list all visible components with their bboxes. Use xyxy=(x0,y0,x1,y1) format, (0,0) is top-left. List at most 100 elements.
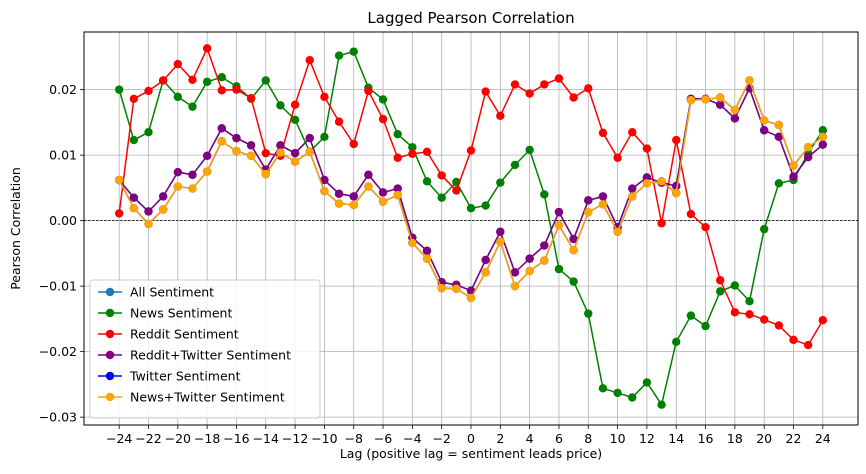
data-point xyxy=(334,117,344,126)
data-point xyxy=(525,254,534,263)
data-point xyxy=(701,321,710,331)
data-point xyxy=(261,169,270,179)
data-point xyxy=(422,177,432,186)
data-point xyxy=(290,157,300,166)
data-point xyxy=(188,75,197,85)
data-point xyxy=(569,277,578,286)
data-point xyxy=(716,276,725,285)
data-point xyxy=(672,337,681,347)
data-point xyxy=(569,93,578,102)
data-point xyxy=(716,100,725,109)
data-point xyxy=(774,321,784,330)
legend-marker xyxy=(105,371,115,381)
data-point xyxy=(305,133,314,143)
legend-label: All Sentiment xyxy=(130,285,214,300)
data-point xyxy=(393,184,402,193)
data-point xyxy=(818,126,828,135)
data-point xyxy=(437,171,446,180)
data-point xyxy=(657,177,666,186)
data-point xyxy=(759,126,769,135)
data-point xyxy=(672,188,681,198)
data-point xyxy=(158,192,168,201)
data-point xyxy=(759,315,769,324)
x-tick-label: −10 xyxy=(311,431,337,446)
data-point xyxy=(114,175,124,185)
x-tick-label: 2 xyxy=(496,431,504,446)
data-point xyxy=(276,101,285,110)
data-point xyxy=(246,93,256,103)
x-tick-label: −16 xyxy=(223,431,249,446)
x-tick-label: −22 xyxy=(135,431,161,446)
data-point xyxy=(173,92,183,102)
data-point xyxy=(481,268,490,277)
legend-label: News Sentiment xyxy=(130,306,232,321)
data-point xyxy=(452,186,461,195)
data-point xyxy=(686,311,696,320)
series-5 xyxy=(114,76,828,303)
data-point xyxy=(232,147,241,156)
data-point xyxy=(173,59,183,69)
x-tick-label: −8 xyxy=(345,431,363,446)
data-point xyxy=(584,309,593,318)
x-tick-label: 18 xyxy=(727,431,743,446)
data-point xyxy=(466,203,476,213)
data-point xyxy=(569,234,578,244)
data-point xyxy=(481,87,490,96)
tick-layer: −24 −22 −20 −18 −16 −14 −12 −10 −8 −6 −4 −2 0 2 4 6 8 10 1… xyxy=(39,82,831,446)
data-point xyxy=(540,241,549,250)
data-point xyxy=(525,145,534,155)
data-point xyxy=(818,140,828,149)
data-point xyxy=(364,182,373,191)
data-point xyxy=(114,85,124,94)
y-axis-label: Pearson Correlation xyxy=(8,167,23,290)
data-point xyxy=(246,151,256,160)
data-point xyxy=(510,268,520,277)
data-point xyxy=(320,175,329,185)
data-point xyxy=(598,200,608,209)
data-point xyxy=(129,203,139,213)
data-point xyxy=(803,143,813,152)
data-point xyxy=(466,146,476,155)
data-point xyxy=(496,178,505,187)
x-tick-label: −6 xyxy=(374,431,392,446)
legend-item: Reddit+Twitter Sentiment xyxy=(98,348,291,363)
data-point xyxy=(554,221,564,230)
data-point xyxy=(276,141,285,150)
legend: All Sentiment News Sentiment Reddit Sentim… xyxy=(89,279,321,419)
data-point xyxy=(481,255,490,265)
data-point xyxy=(173,182,183,191)
data-point xyxy=(584,84,593,93)
data-point xyxy=(202,77,212,86)
data-point xyxy=(613,153,622,162)
data-point xyxy=(525,89,534,98)
data-point xyxy=(393,153,402,162)
x-axis-label: Lag (positive lag = sentiment leads pric… xyxy=(340,446,602,461)
x-tick-label: 0 xyxy=(467,431,475,446)
data-point xyxy=(393,129,402,139)
data-point xyxy=(598,384,608,393)
data-point xyxy=(554,207,564,217)
y-tick-label: −0.03 xyxy=(39,410,77,425)
data-point xyxy=(437,193,446,202)
data-point xyxy=(774,132,784,141)
x-tick-label: 12 xyxy=(639,431,655,446)
data-point xyxy=(481,201,490,210)
data-point xyxy=(510,80,520,89)
data-point xyxy=(642,144,652,153)
data-point xyxy=(701,95,710,104)
data-point xyxy=(789,172,798,181)
data-point xyxy=(305,147,314,157)
legend-marker xyxy=(105,287,115,297)
data-point xyxy=(730,114,740,123)
data-point xyxy=(510,281,520,291)
x-tick-label: 20 xyxy=(756,431,772,446)
data-point xyxy=(672,135,681,145)
data-point xyxy=(774,179,784,188)
data-point xyxy=(349,47,358,56)
x-tick-label: −4 xyxy=(403,431,421,446)
data-point xyxy=(730,281,740,290)
data-point xyxy=(554,74,564,83)
data-point xyxy=(716,93,725,102)
data-point xyxy=(745,310,754,319)
